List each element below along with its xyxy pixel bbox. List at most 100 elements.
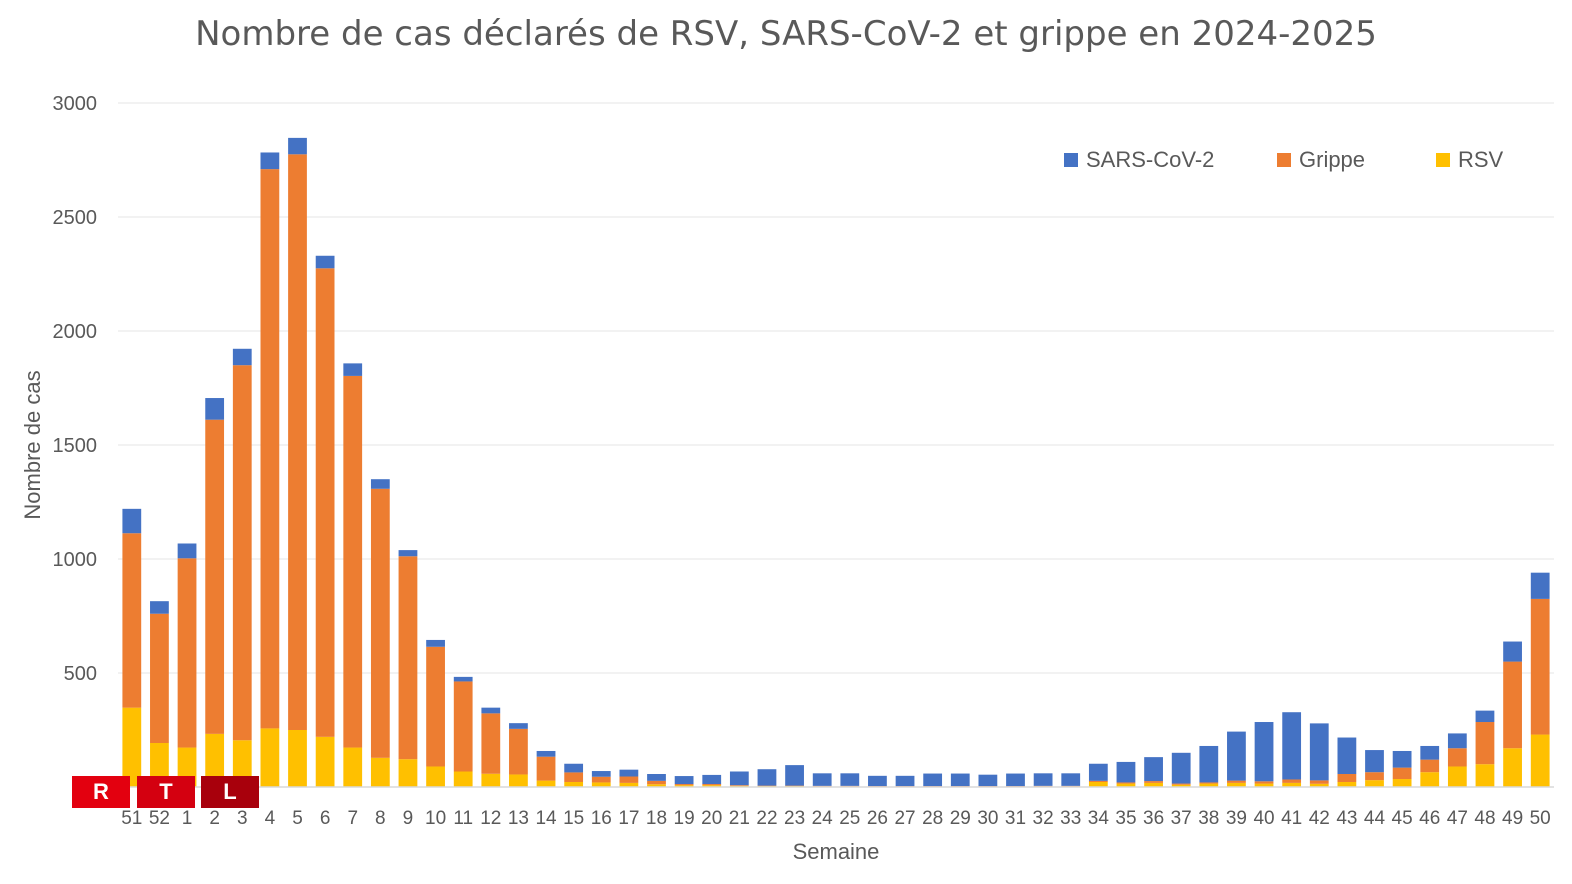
legend-swatch xyxy=(1277,153,1291,167)
bar-rsv-week-41 xyxy=(1282,782,1302,787)
bar-rsv-week-14 xyxy=(536,780,556,787)
bar-sars-cov-2-week-36 xyxy=(1144,757,1163,782)
bar-sars-cov-2-week-45 xyxy=(1392,750,1412,768)
bar-grippe-week-3 xyxy=(232,365,252,741)
bar-sars-cov-2-week-15 xyxy=(564,763,584,773)
y-tick-label: 2500 xyxy=(53,207,98,229)
bar-sars-cov-2-week-2 xyxy=(205,398,225,420)
bar-sars-cov-2-week-50 xyxy=(1530,572,1550,599)
bar-sars-cov-2-week-6 xyxy=(315,255,335,269)
x-tick-label: 16 xyxy=(591,808,612,829)
bar-sars-cov-2-week-49 xyxy=(1503,641,1522,662)
x-tick-label: 28 xyxy=(922,808,943,829)
x-tick-label: 29 xyxy=(950,808,971,829)
bar-grippe-week-20 xyxy=(702,784,722,786)
bars xyxy=(122,137,1550,787)
bar-grippe-week-8 xyxy=(370,488,390,758)
bar-sars-cov-2-week-4 xyxy=(260,152,280,170)
bar-rsv-week-37 xyxy=(1171,784,1191,787)
bar-grippe-week-16 xyxy=(591,776,611,783)
bar-rsv-week-11 xyxy=(453,771,473,787)
bar-sars-cov-2-week-30 xyxy=(978,774,998,787)
bar-grippe-week-52 xyxy=(150,613,169,743)
bar-sars-cov-2-week-25 xyxy=(840,773,860,786)
bar-rsv-week-15 xyxy=(564,781,584,787)
bar-sars-cov-2-week-52 xyxy=(150,601,169,614)
bar-sars-cov-2-week-38 xyxy=(1199,745,1219,783)
x-tick-label: 2 xyxy=(209,808,220,829)
bar-rsv-week-43 xyxy=(1337,781,1357,787)
x-tick-label: 30 xyxy=(977,808,998,829)
bar-rsv-week-40 xyxy=(1254,783,1274,787)
x-tick-label: 25 xyxy=(839,808,860,829)
bar-sars-cov-2-week-20 xyxy=(702,774,722,785)
x-tick-label: 20 xyxy=(701,808,722,829)
bar-sars-cov-2-week-13 xyxy=(509,723,528,729)
bar-sars-cov-2-week-17 xyxy=(619,769,639,777)
x-tick-label: 51 xyxy=(121,808,142,829)
y-tick-label: 1500 xyxy=(53,435,98,457)
bar-grippe-week-38 xyxy=(1199,782,1219,784)
bar-grippe-week-4 xyxy=(260,169,280,729)
x-tick-label: 1 xyxy=(182,808,193,829)
x-tick-label: 46 xyxy=(1419,808,1440,829)
bar-rsv-week-45 xyxy=(1392,779,1412,787)
bar-sars-cov-2-week-44 xyxy=(1365,750,1384,773)
x-tick-label: 22 xyxy=(756,808,777,829)
x-tick-label: 34 xyxy=(1088,808,1110,829)
bar-grippe-week-11 xyxy=(453,681,473,772)
x-tick-label: 48 xyxy=(1474,808,1495,829)
x-tick-label: 47 xyxy=(1447,808,1468,829)
y-axis-label: Nombre de cas xyxy=(20,370,45,519)
bar-rsv-week-18 xyxy=(647,784,666,787)
bar-rsv-week-2 xyxy=(205,733,225,787)
bar-grippe-week-46 xyxy=(1420,759,1440,773)
bar-sars-cov-2-week-47 xyxy=(1447,733,1467,749)
x-tick-label: 37 xyxy=(1171,808,1192,829)
rtl-logo-t: T xyxy=(137,776,195,808)
bar-sars-cov-2-week-28 xyxy=(923,773,943,787)
bar-sars-cov-2-week-1 xyxy=(177,543,197,559)
bar-rsv-week-17 xyxy=(619,782,639,787)
x-tick-label: 35 xyxy=(1115,808,1136,829)
bar-rsv-week-34 xyxy=(1088,781,1108,787)
bar-grippe-week-44 xyxy=(1365,772,1384,781)
bar-rsv-week-19 xyxy=(674,785,694,787)
bar-rsv-week-16 xyxy=(591,782,611,787)
x-tick-label: 27 xyxy=(894,808,915,829)
bar-sars-cov-2-week-18 xyxy=(647,774,666,781)
x-tick-label: 40 xyxy=(1253,808,1274,829)
bar-sars-cov-2-week-41 xyxy=(1282,712,1302,780)
bar-grippe-week-1 xyxy=(177,558,197,748)
bar-grippe-week-15 xyxy=(564,772,584,782)
x-axis-ticks: 51 52 1 2 3 4 5 6 7 8 9 10 11 12 13 14 15 16 17 18 19 20 21 22 2… xyxy=(121,808,1551,829)
bar-grippe-week-21 xyxy=(729,785,749,786)
bar-sars-cov-2-week-34 xyxy=(1088,763,1108,781)
bar-rsv-week-48 xyxy=(1475,764,1495,787)
bar-rsv-week-36 xyxy=(1144,782,1163,787)
bar-sars-cov-2-week-12 xyxy=(481,707,501,714)
x-tick-label: 15 xyxy=(563,808,584,829)
bar-grippe-week-49 xyxy=(1503,661,1522,749)
bar-grippe-week-43 xyxy=(1337,774,1357,782)
x-tick-label: 45 xyxy=(1392,808,1413,829)
x-tick-label: 50 xyxy=(1530,808,1551,829)
x-tick-label: 11 xyxy=(453,808,473,829)
bar-sars-cov-2-week-27 xyxy=(895,775,915,787)
legend-item-rsv: RSV xyxy=(1436,146,1503,174)
bar-sars-cov-2-week-48 xyxy=(1475,710,1495,723)
bar-sars-cov-2-week-32 xyxy=(1033,773,1053,786)
bar-sars-cov-2-week-19 xyxy=(674,776,694,785)
y-tick-label: 3000 xyxy=(53,93,98,115)
x-tick-label: 39 xyxy=(1226,808,1247,829)
bar-grippe-week-9 xyxy=(398,556,418,760)
bar-sars-cov-2-week-31 xyxy=(1006,773,1025,787)
legend-swatch xyxy=(1064,153,1078,167)
bar-grippe-week-13 xyxy=(509,728,528,775)
bar-grippe-week-10 xyxy=(426,646,445,767)
bar-sars-cov-2-week-35 xyxy=(1116,761,1136,783)
y-tick-label: 2000 xyxy=(53,321,98,343)
bar-grippe-week-35 xyxy=(1116,782,1136,784)
x-tick-label: 42 xyxy=(1309,808,1330,829)
